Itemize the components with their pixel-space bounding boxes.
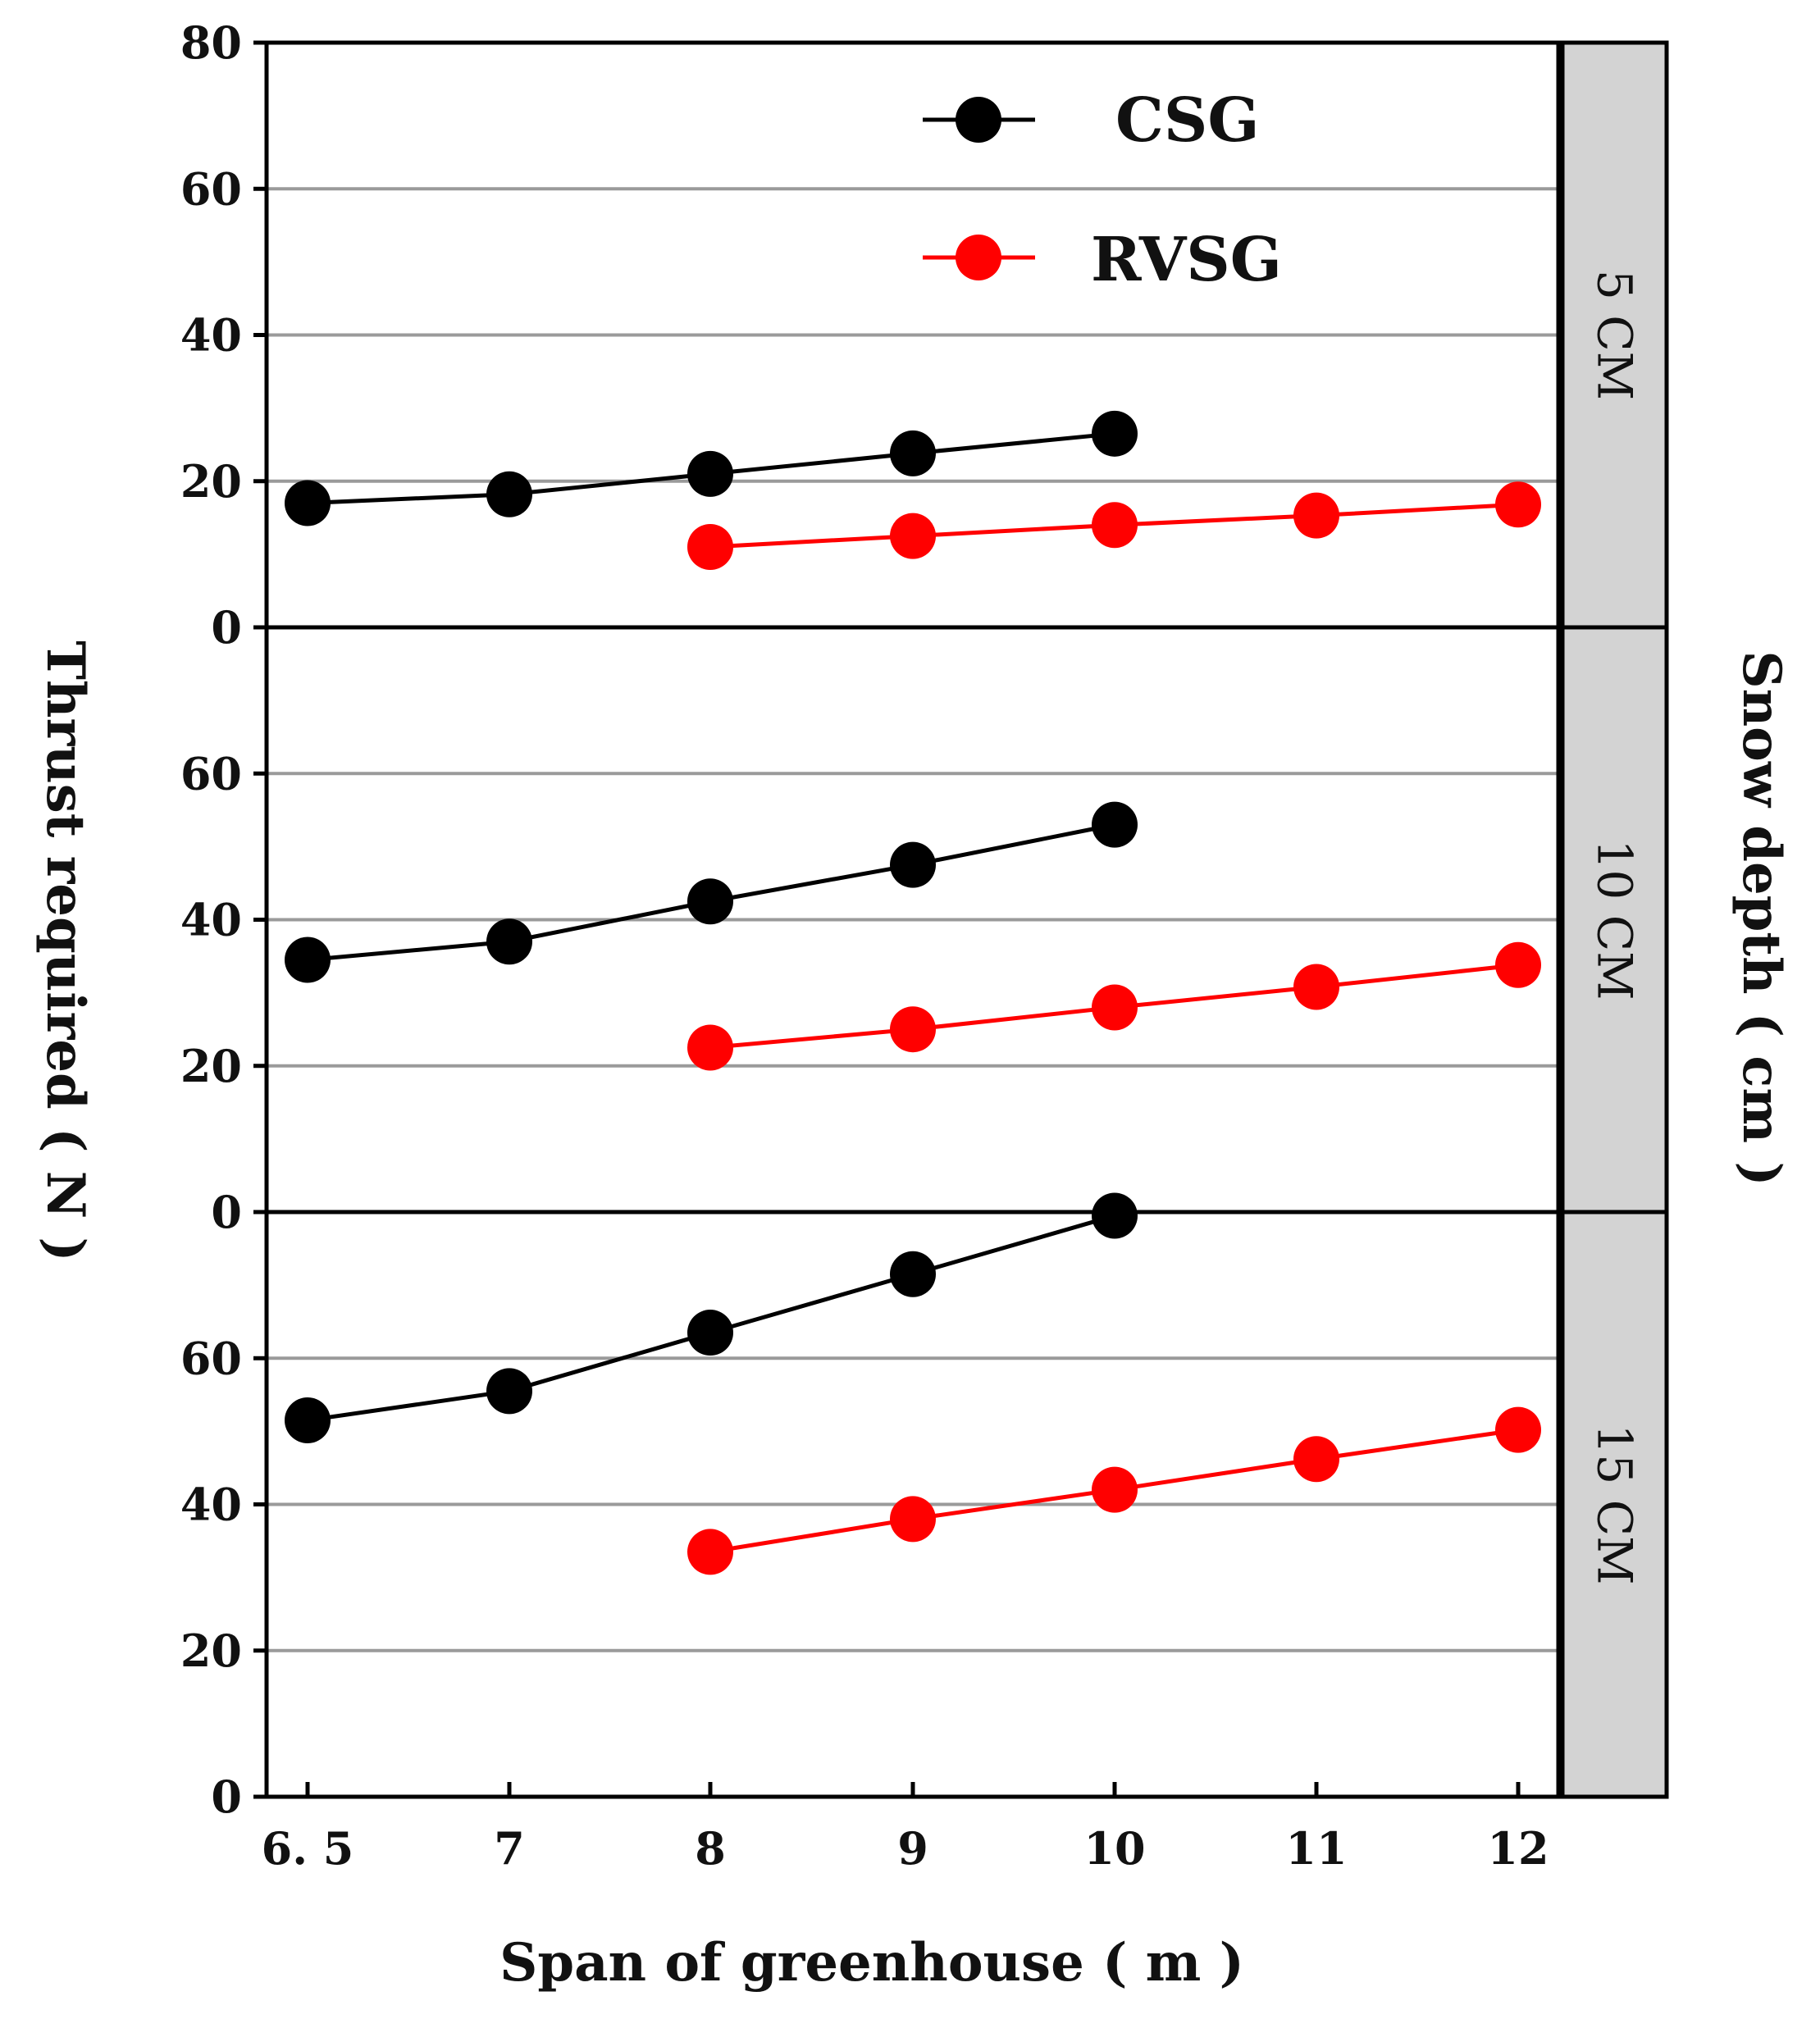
- facet-strip-label: 10 CM: [1587, 839, 1643, 1000]
- panel-1: 10 CM 0 20 40 60: [180, 625, 1669, 1238]
- data-point-csg: [285, 937, 331, 983]
- y-tick-label: 20: [180, 1625, 242, 1677]
- facet-strip: [1560, 625, 1669, 1215]
- x-tick-label: 10: [1083, 1822, 1145, 1875]
- data-point-csg: [285, 1397, 331, 1444]
- data-point-rvsg: [687, 523, 733, 570]
- data-point-rvsg: [890, 1496, 936, 1543]
- facet-strip-label: 15 CM: [1587, 1424, 1643, 1584]
- y-axis-title: Thrust required ( N ): [34, 640, 96, 1261]
- data-point-rvsg: [890, 1006, 936, 1053]
- series-rvsg-panel-1: [687, 941, 1541, 1071]
- legend-label-rvsg: RVSG: [1091, 225, 1282, 295]
- x-tick-label: 9: [897, 1822, 928, 1875]
- y-tick-label: 40: [180, 894, 242, 946]
- data-point-csg: [687, 450, 733, 497]
- facet-strip: [1560, 40, 1669, 630]
- facet-strip: [1560, 1210, 1669, 1799]
- y-tick-label: 20: [180, 1040, 242, 1092]
- x-axis-title: Span of greenhouse ( m ): [499, 1932, 1244, 1994]
- data-point-rvsg: [1092, 502, 1138, 549]
- x-axis: 6. 5 7 8 9 10 11 12: [262, 1782, 1667, 1875]
- data-point-csg: [1092, 410, 1138, 457]
- data-point-csg: [486, 471, 532, 517]
- x-tick-label: 7: [494, 1822, 525, 1875]
- legend-label-csg: CSG: [1115, 85, 1260, 156]
- x-tick-label: 8: [695, 1822, 726, 1875]
- y-tick-label: 60: [180, 162, 242, 215]
- data-point-rvsg: [1293, 1436, 1339, 1483]
- data-point-csg: [486, 918, 532, 965]
- data-point-rvsg: [1495, 941, 1541, 988]
- data-point-csg: [285, 480, 331, 526]
- data-point-csg: [486, 1368, 532, 1415]
- series-rvsg-panel-2: [687, 1406, 1541, 1575]
- data-point-rvsg: [890, 513, 936, 559]
- y-tick-label: 60: [180, 747, 242, 800]
- y-tick-label: 0: [211, 1186, 242, 1238]
- y-tick-label: 80: [180, 16, 242, 69]
- data-point-rvsg: [687, 1529, 733, 1575]
- x-tick-label: 6. 5: [262, 1822, 354, 1875]
- x-tick-label: 12: [1487, 1822, 1549, 1875]
- y-tick-label: 60: [180, 1332, 242, 1384]
- x-tick-label: 11: [1285, 1822, 1347, 1875]
- panel-0: 5 CM 0 20 40 60 80: [180, 16, 1669, 654]
- legend-marker-rvsg: [956, 235, 1001, 280]
- legend-marker-csg: [956, 97, 1001, 143]
- series-layer: [285, 410, 1541, 1575]
- data-point-csg: [687, 1310, 733, 1356]
- series-rvsg-panel-0: [687, 481, 1541, 570]
- data-point-rvsg: [1293, 964, 1339, 1010]
- data-point-csg: [890, 1251, 936, 1297]
- legend: CSG RVSG: [923, 85, 1282, 295]
- facet-strip-label: 5 CM: [1587, 270, 1643, 400]
- facet-axis-title: Snow depth ( cm ): [1731, 650, 1792, 1186]
- data-point-csg: [687, 878, 733, 925]
- data-point-csg: [890, 841, 936, 888]
- y-tick-label: 40: [180, 1479, 242, 1531]
- y-tick-label: 40: [180, 309, 242, 362]
- panels-layer: 5 CM 0 20 40 60 80 10 CM 0 20 40 60 15 CM 0 20 40 60: [180, 16, 1669, 1823]
- y-tick-label: 20: [180, 455, 242, 508]
- data-point-csg: [1092, 1192, 1138, 1239]
- series-csg-panel-2: [285, 1192, 1138, 1444]
- data-point-rvsg: [1495, 481, 1541, 528]
- data-point-csg: [1092, 801, 1138, 848]
- data-point-rvsg: [1092, 984, 1138, 1031]
- data-point-rvsg: [1293, 492, 1339, 539]
- data-point-csg: [890, 430, 936, 476]
- data-point-rvsg: [687, 1024, 733, 1071]
- series-csg-panel-1: [285, 801, 1138, 983]
- y-tick-label: 0: [211, 1771, 242, 1823]
- data-point-rvsg: [1495, 1406, 1541, 1453]
- series-csg-panel-0: [285, 410, 1138, 526]
- y-tick-label: 0: [211, 601, 242, 654]
- data-point-rvsg: [1092, 1466, 1138, 1513]
